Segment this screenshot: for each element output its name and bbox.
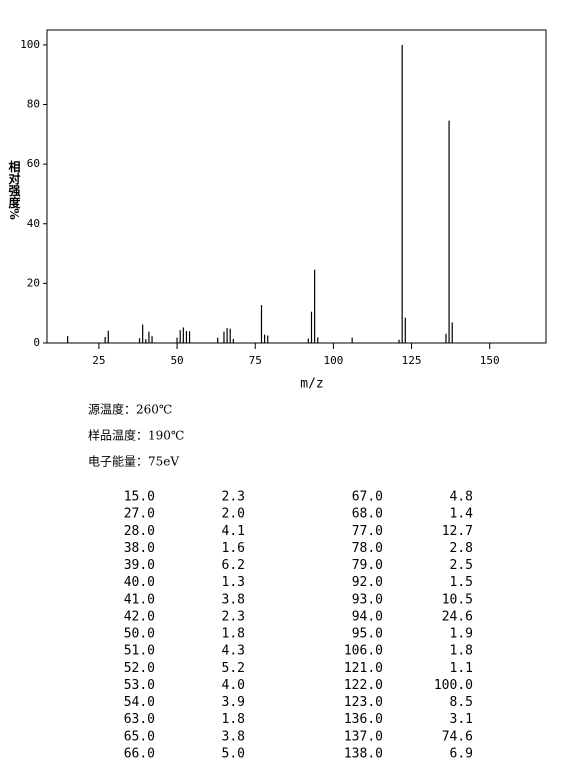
intensity-cell: 2.5: [450, 558, 473, 573]
plot-frame: [46, 29, 547, 344]
intensity-cell: 74.6: [442, 729, 473, 744]
mz-cell: 138.0: [344, 746, 383, 761]
intensity-cell: 8.5: [450, 695, 473, 710]
mz-cell: 15.0: [124, 490, 155, 505]
mz-cell: 78.0: [352, 541, 383, 556]
mz-cell: 65.0: [124, 729, 155, 744]
y-tick-label: 40: [27, 217, 40, 230]
intensity-cell: 2.8: [450, 541, 473, 556]
mz-cell: 79.0: [352, 558, 383, 573]
mz-cell: 106.0: [344, 644, 383, 659]
intensity-cell: 1.8: [450, 644, 473, 659]
y-axis-label: 相对强度%: [7, 159, 21, 220]
mz-cell: 63.0: [124, 712, 155, 727]
mz-cell: 93.0: [352, 592, 383, 607]
intensity-cell: 1.6: [222, 541, 245, 556]
mz-cell: 53.0: [124, 678, 155, 693]
intensity-cell: 1.9: [450, 627, 473, 642]
intensity-cell: 4.1: [222, 524, 245, 539]
intensity-cell: 5.0: [222, 746, 245, 761]
mz-cell: 136.0: [344, 712, 383, 727]
intensity-cell: 1.4: [450, 507, 474, 522]
intensity-cell: 12.7: [442, 524, 473, 539]
x-axis-label: m/z: [300, 377, 323, 392]
intensity-cell: 100.0: [434, 678, 473, 693]
intensity-cell: 3.8: [222, 592, 245, 607]
mz-cell: 39.0: [124, 558, 155, 573]
intensity-cell: 1.5: [450, 575, 473, 590]
mz-cell: 27.0: [124, 507, 155, 522]
intensity-cell: 3.9: [222, 695, 245, 710]
intensity-cell: 4.8: [450, 490, 473, 505]
mz-cell: 137.0: [344, 729, 383, 744]
mz-cell: 66.0: [124, 746, 155, 761]
mz-cell: 51.0: [124, 644, 155, 659]
mz-cell: 28.0: [124, 524, 155, 539]
mz-cell: 122.0: [344, 678, 383, 693]
info-line: 源温度：260℃: [88, 402, 172, 417]
mz-cell: 41.0: [124, 592, 155, 607]
mz-cell: 121.0: [344, 661, 383, 676]
y-tick-label: 0: [33, 336, 40, 349]
x-tick-label: 50: [170, 354, 183, 367]
intensity-cell: 4.0: [222, 678, 245, 693]
x-tick-label: 150: [480, 354, 500, 367]
intensity-cell: 6.2: [222, 558, 245, 573]
intensity-cell: 2.3: [222, 490, 245, 505]
y-tick-label: 60: [27, 157, 40, 170]
intensity-cell: 5.2: [222, 661, 245, 676]
x-tick-label: 100: [323, 354, 343, 367]
x-tick-label: 75: [249, 354, 262, 367]
info-line: 样品温度：190℃: [88, 428, 184, 443]
mz-cell: 92.0: [352, 575, 383, 590]
mz-cell: 95.0: [352, 627, 383, 642]
mz-cell: 54.0: [124, 695, 155, 710]
y-tick-label: 80: [27, 98, 40, 111]
intensity-cell: 24.6: [442, 609, 473, 624]
intensity-cell: 1.1: [450, 661, 473, 676]
intensity-cell: 6.9: [450, 746, 473, 761]
y-tick-label: 100: [20, 38, 40, 51]
mz-cell: 38.0: [124, 541, 155, 556]
mz-cell: 50.0: [124, 627, 155, 642]
mz-cell: 77.0: [352, 524, 383, 539]
intensity-cell: 1.3: [222, 575, 245, 590]
intensity-cell: 2.3: [222, 609, 245, 624]
x-tick-label: 125: [402, 354, 422, 367]
intensity-cell: 10.5: [442, 592, 473, 607]
mz-cell: 67.0: [352, 490, 383, 505]
mz-cell: 123.0: [344, 695, 383, 710]
mz-cell: 42.0: [124, 609, 155, 624]
intensity-cell: 3.1: [450, 712, 473, 727]
mz-cell: 68.0: [352, 507, 383, 522]
intensity-cell: 3.8: [222, 729, 245, 744]
y-tick-label: 20: [27, 276, 40, 289]
intensity-cell: 1.8: [222, 712, 245, 727]
mz-cell: 52.0: [124, 661, 155, 676]
intensity-cell: 2.0: [222, 507, 245, 522]
intensity-cell: 4.3: [222, 644, 245, 659]
x-tick-label: 25: [92, 354, 105, 367]
mz-cell: 40.0: [124, 575, 155, 590]
intensity-cell: 1.8: [222, 627, 245, 642]
mz-cell: 94.0: [352, 609, 383, 624]
info-line: 电子能量：75eV: [88, 455, 179, 469]
